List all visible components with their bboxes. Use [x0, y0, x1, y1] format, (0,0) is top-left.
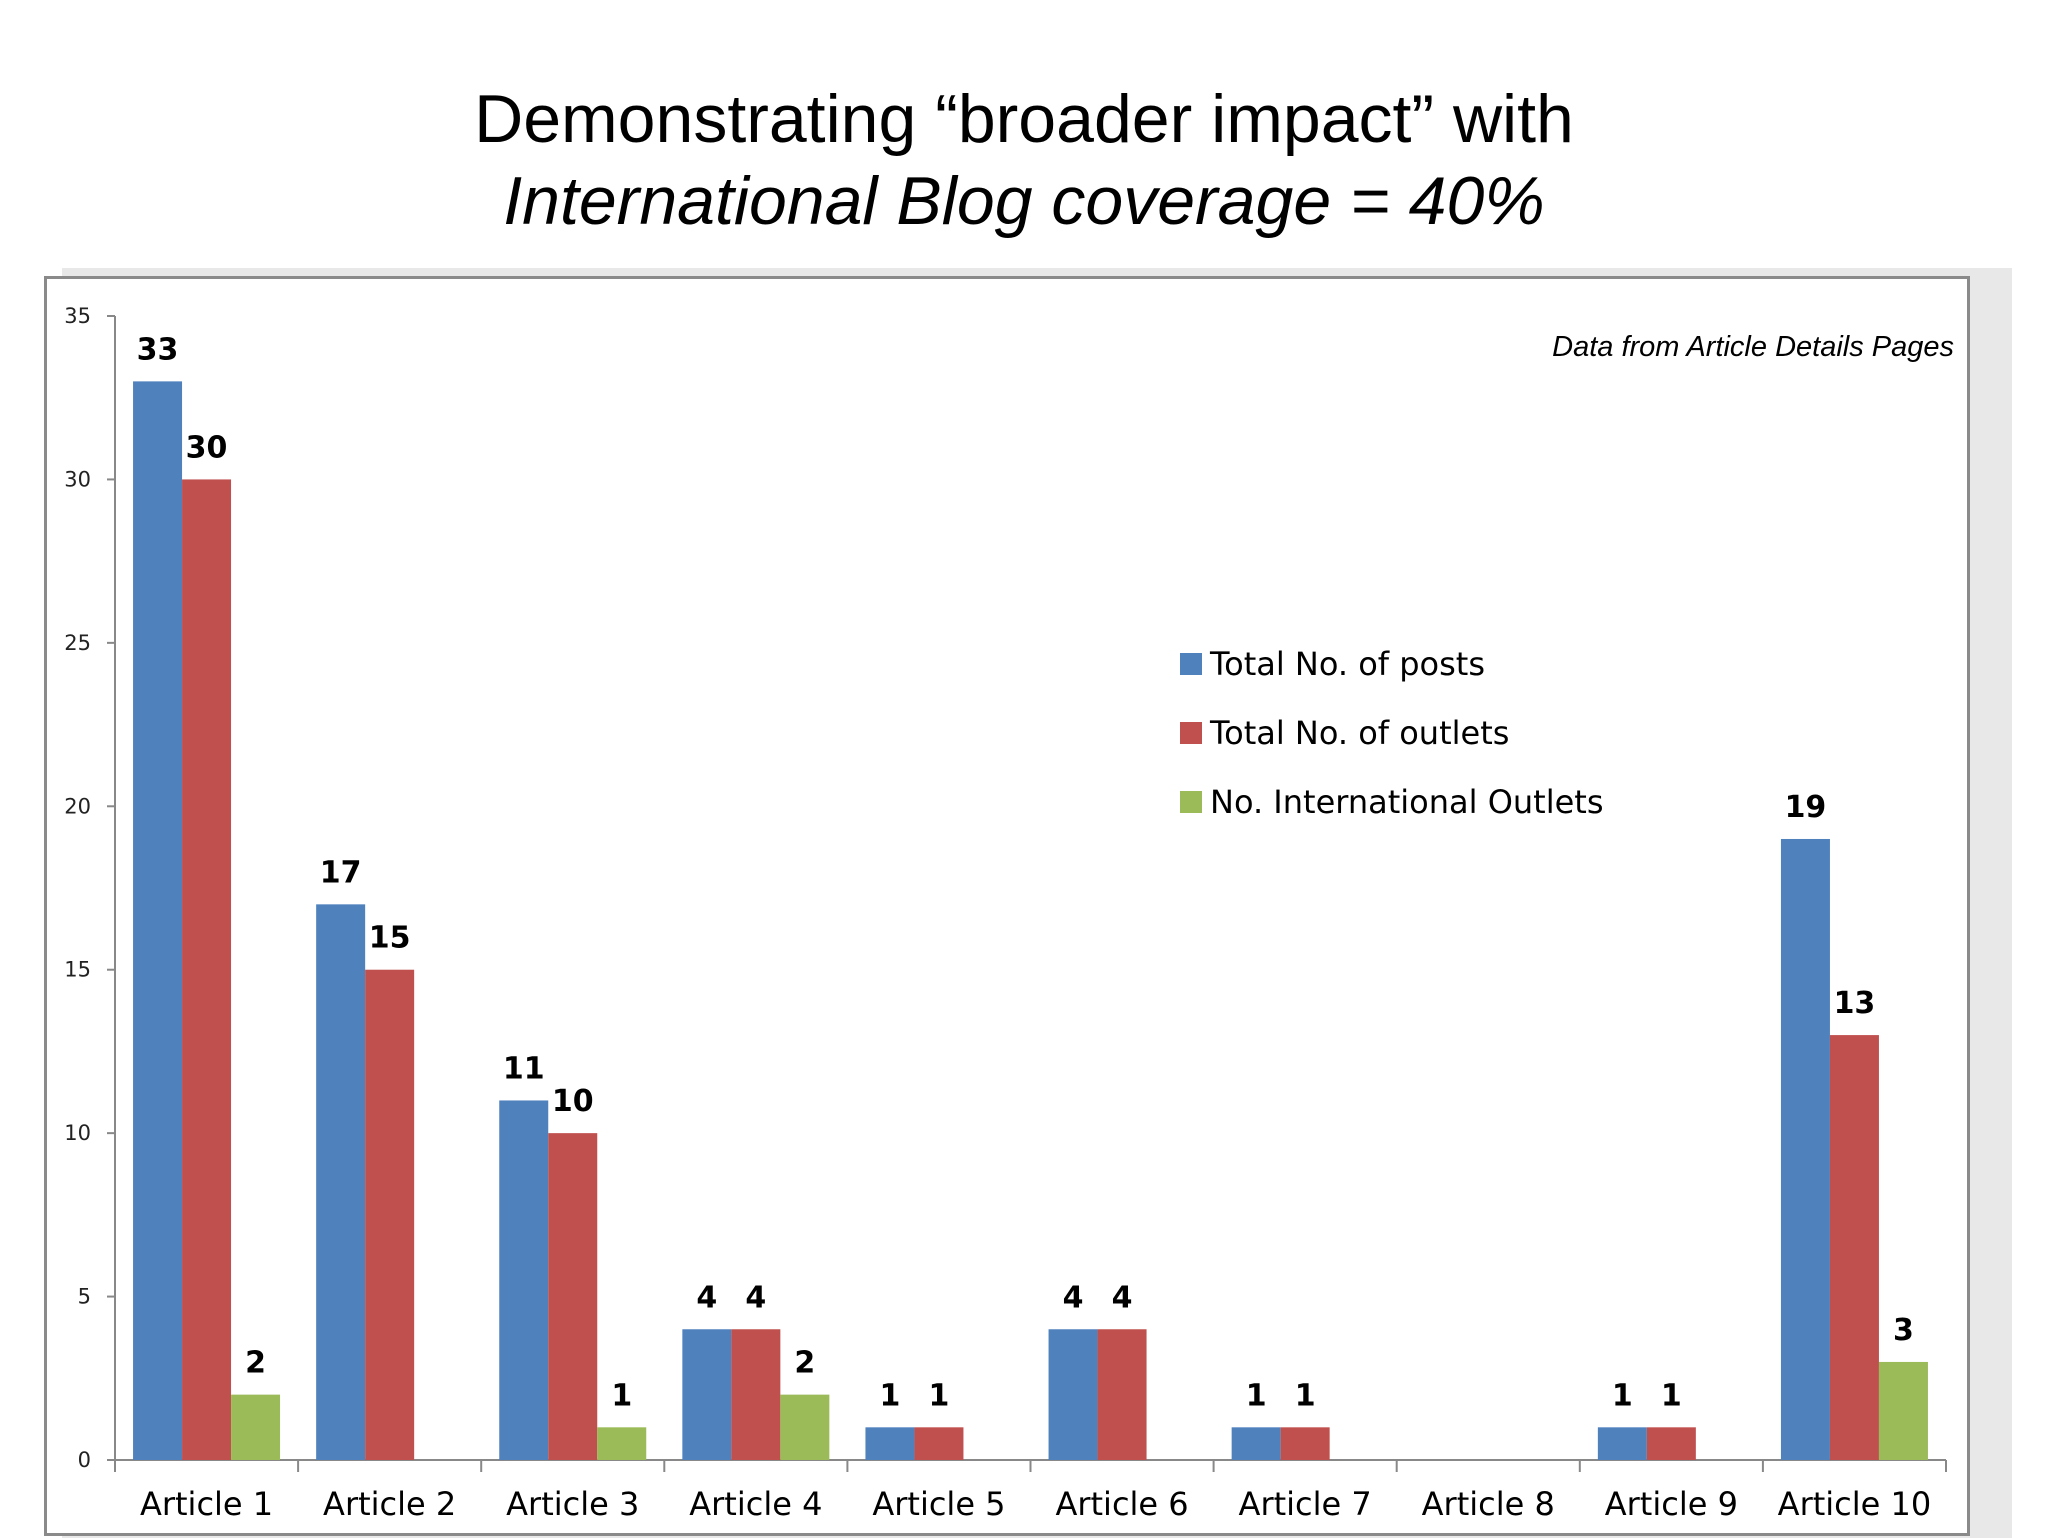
x-tick-label: Article 1: [140, 1485, 273, 1523]
data-label: 1: [929, 1378, 950, 1413]
x-tick-label: Article 10: [1778, 1485, 1932, 1523]
data-label: 4: [696, 1280, 717, 1315]
data-label: 30: [186, 430, 228, 465]
bar: [865, 1427, 915, 1460]
data-label: 4: [745, 1280, 766, 1315]
slide-title: Demonstrating “broader impact” with Inte…: [0, 78, 2048, 242]
y-tick-label: 10: [64, 1121, 91, 1145]
data-label: 1: [880, 1378, 901, 1413]
data-label: 13: [1834, 986, 1876, 1021]
data-source-note: Data from Article Details Pages: [1552, 331, 1954, 363]
bar: [182, 479, 232, 1460]
x-tick-label: Article 2: [323, 1485, 456, 1523]
y-tick-label: 5: [78, 1285, 91, 1309]
data-label: 15: [369, 921, 411, 956]
legend-swatch: [1180, 653, 1202, 675]
bar: [1780, 838, 1830, 1460]
data-label: 1: [1612, 1378, 1633, 1413]
x-tick-label: Article 5: [872, 1485, 1005, 1523]
data-label: 4: [1063, 1280, 1084, 1315]
bar: [499, 1100, 549, 1460]
data-label: 17: [320, 855, 362, 890]
x-tick-label: Article 7: [1239, 1485, 1372, 1523]
bar: [365, 969, 415, 1460]
bar: [548, 1133, 598, 1460]
data-label: 1: [1246, 1378, 1267, 1413]
bar: [231, 1394, 281, 1460]
x-tick-label: Article 9: [1605, 1485, 1738, 1523]
data-label: 1: [1295, 1378, 1316, 1413]
bar: [597, 1427, 647, 1460]
y-tick-label: 15: [64, 958, 91, 982]
x-tick-label: Article 8: [1422, 1485, 1555, 1523]
y-tick-label: 35: [64, 304, 91, 328]
y-tick-label: 0: [78, 1448, 91, 1472]
legend-swatch: [1180, 722, 1202, 744]
data-label: 10: [552, 1084, 594, 1119]
bar: [780, 1394, 830, 1460]
bar: [682, 1329, 732, 1460]
legend-label: Total No. of posts: [1209, 645, 1485, 683]
data-label: 3: [1893, 1313, 1914, 1348]
bar: [1097, 1329, 1147, 1460]
data-label: 33: [137, 332, 179, 367]
legend-label: No. International Outlets: [1210, 783, 1604, 821]
bar: [1878, 1361, 1928, 1460]
x-tick-label: Article 4: [689, 1485, 822, 1523]
bar: [1829, 1035, 1879, 1460]
bar: [133, 381, 183, 1460]
data-label: 4: [1112, 1280, 1133, 1315]
y-tick-label: 25: [64, 631, 91, 655]
bar: [1597, 1427, 1647, 1460]
y-tick-label: 30: [64, 467, 91, 491]
data-label: 2: [245, 1346, 266, 1381]
bar: [316, 904, 366, 1460]
data-label: 11: [503, 1051, 545, 1086]
bar: [1231, 1427, 1281, 1460]
legend-swatch: [1180, 791, 1202, 813]
title-line-1: Demonstrating “broader impact” with: [474, 81, 1574, 157]
legend-label: Total No. of outlets: [1209, 714, 1509, 752]
data-label: 1: [611, 1378, 632, 1413]
bar: [1280, 1427, 1330, 1460]
bar: [914, 1427, 964, 1460]
data-label: 2: [794, 1346, 815, 1381]
title-line-2: International Blog coverage = 40%: [503, 163, 1545, 239]
bar: [731, 1329, 781, 1460]
data-label: 1: [1661, 1378, 1682, 1413]
x-tick-label: Article 3: [506, 1485, 639, 1523]
y-tick-label: 20: [64, 794, 91, 818]
bar: [1646, 1427, 1696, 1460]
x-tick-label: Article 6: [1055, 1485, 1188, 1523]
data-label: 19: [1785, 790, 1827, 825]
bar: [1048, 1329, 1098, 1460]
